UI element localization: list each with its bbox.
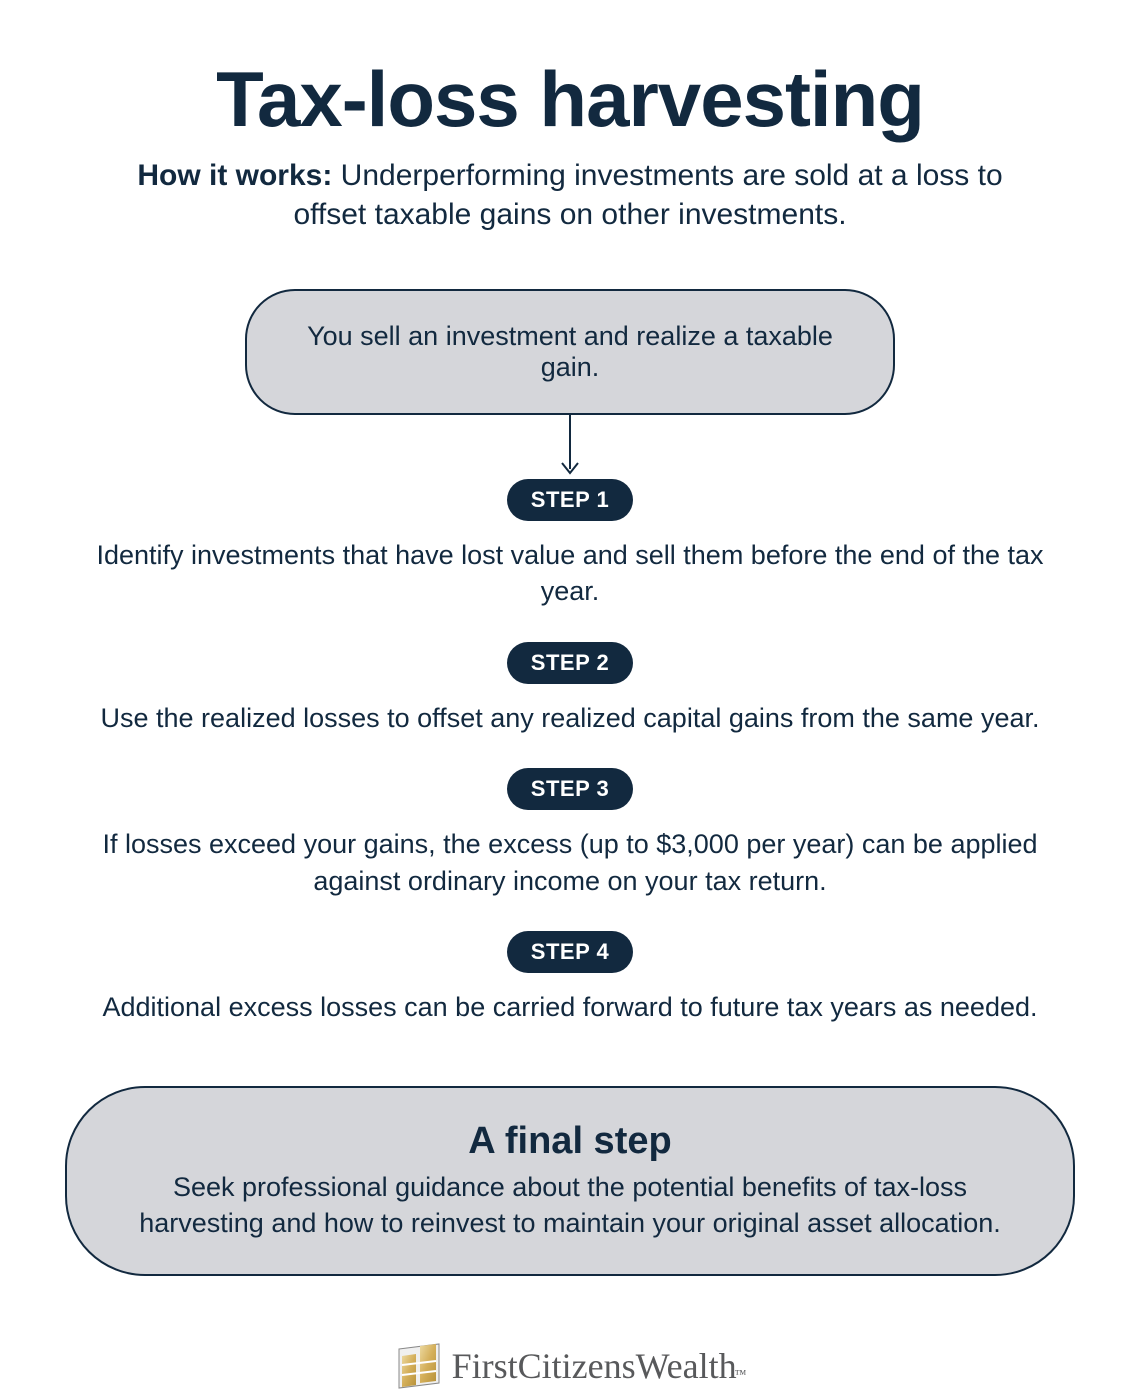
step-badge-4: STEP 4 bbox=[507, 931, 633, 973]
logo: FirstCitizensWealth™ bbox=[394, 1341, 747, 1391]
step-4: STEP 4 Additional excess losses can be c… bbox=[60, 931, 1080, 1025]
logo-text: FirstCitizensWealth™ bbox=[452, 1345, 747, 1387]
step-text-2: Use the realized losses to offset any re… bbox=[95, 700, 1045, 736]
subtitle-rest: Underperforming investments are sold at … bbox=[293, 159, 1002, 231]
logo-tm: ™ bbox=[735, 1367, 747, 1381]
final-step-text: Seek professional guidance about the pot… bbox=[137, 1169, 1003, 1242]
main-title: Tax-loss harvesting bbox=[216, 60, 924, 138]
final-step-title: A final step bbox=[137, 1120, 1003, 1163]
intro-pill-text: You sell an investment and realize a tax… bbox=[307, 321, 833, 382]
step-text-3: If losses exceed your gains, the excess … bbox=[95, 826, 1045, 899]
intro-pill: You sell an investment and realize a tax… bbox=[245, 289, 895, 415]
step-badge-1: STEP 1 bbox=[507, 479, 633, 521]
final-step-pill: A final step Seek professional guidance … bbox=[65, 1086, 1075, 1276]
subtitle-bold: How it works: bbox=[137, 159, 332, 192]
step-1: STEP 1 Identify investments that have lo… bbox=[60, 479, 1080, 610]
step-text-4: Additional excess losses can be carried … bbox=[95, 989, 1045, 1025]
logo-icon bbox=[394, 1341, 444, 1391]
step-2: STEP 2 Use the realized losses to offset… bbox=[60, 642, 1080, 736]
step-text-1: Identify investments that have lost valu… bbox=[95, 537, 1045, 610]
step-badge-2: STEP 2 bbox=[507, 642, 633, 684]
subtitle: How it works: Underperforming investment… bbox=[120, 156, 1020, 234]
arrow-down-icon bbox=[558, 413, 582, 479]
step-3: STEP 3 If losses exceed your gains, the … bbox=[60, 768, 1080, 899]
step-badge-3: STEP 3 bbox=[507, 768, 633, 810]
